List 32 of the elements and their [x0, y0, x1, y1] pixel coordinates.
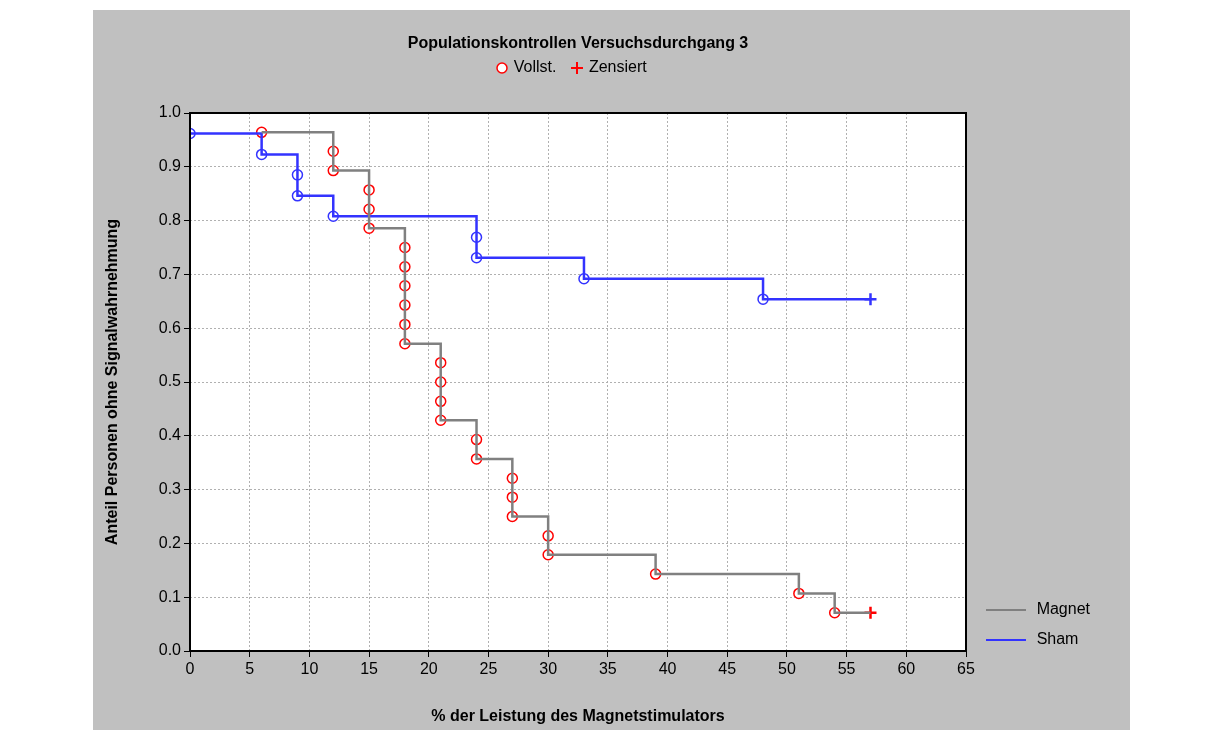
x-tick-label: 50 — [778, 660, 796, 678]
x-tick-label: 55 — [837, 660, 856, 678]
y-tick-label: 1.0 — [158, 103, 182, 121]
y-axis-title: Anteil Personen ohne Signalwahrnehmung — [103, 218, 121, 546]
y-tick-label: 0.8 — [158, 211, 182, 229]
x-tick-label: 40 — [658, 660, 677, 678]
y-tick-label: 0.6 — [158, 318, 182, 336]
legend-label: Zensiert — [588, 58, 647, 75]
y-tick-label: 0.5 — [158, 372, 182, 390]
x-tick-label: 30 — [539, 660, 558, 678]
x-tick-label: 35 — [598, 660, 617, 678]
x-tick-label: 45 — [718, 660, 737, 678]
y-tick-label: 0.3 — [158, 480, 182, 498]
x-axis-title: % der Leistung des Magnetstimulators — [431, 706, 725, 724]
x-tick-label: 5 — [245, 660, 255, 678]
y-tick-label: 0.7 — [158, 264, 182, 282]
chart-title: Populationskontrollen Versuchsdurchgang 3 — [406, 34, 750, 52]
x-tick-label: 20 — [419, 660, 438, 678]
y-tick-label: 0.4 — [158, 426, 182, 444]
y-tick-label: 0.1 — [158, 587, 182, 605]
y-tick-label: 0.2 — [158, 533, 182, 551]
legend-label: Sham — [1036, 630, 1079, 647]
y-tick-label: 0.9 — [158, 157, 182, 175]
x-tick-label: 65 — [957, 660, 975, 678]
x-tick-label: 15 — [360, 660, 379, 678]
x-tick-label: 60 — [897, 660, 916, 678]
legend-label: Vollst. — [513, 58, 557, 75]
legend-label: Magnet — [1036, 600, 1090, 617]
y-tick-label: 0.0 — [158, 641, 182, 659]
x-tick-label: 0 — [185, 660, 195, 678]
x-tick-label: 10 — [300, 660, 319, 678]
x-tick-label: 25 — [479, 660, 498, 678]
